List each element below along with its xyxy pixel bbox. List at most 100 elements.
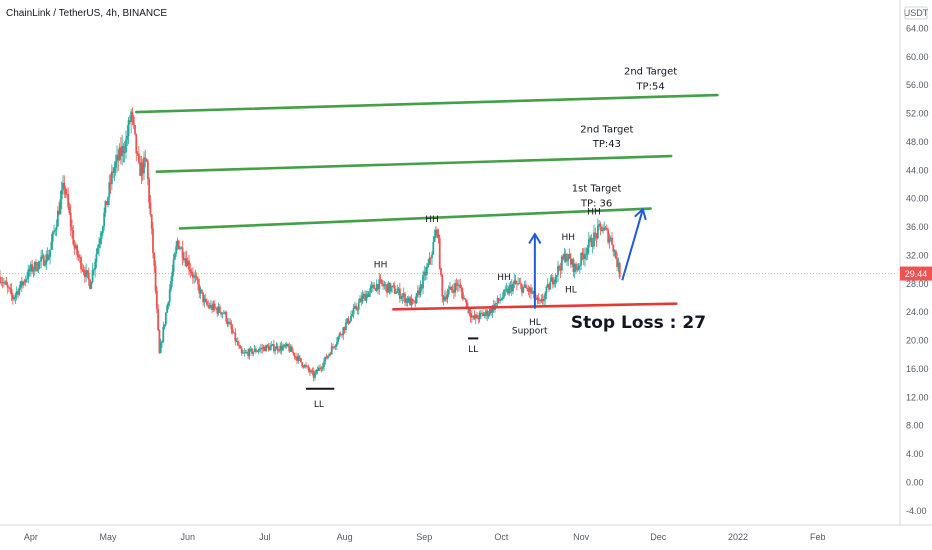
candle-body [40,256,43,262]
y-tick-label: 48.00 [906,137,929,147]
candle-body [391,285,394,287]
candle-body [470,315,473,318]
candle-body [589,237,592,239]
candle-body [454,283,457,293]
candle-body [244,352,247,354]
candle-body [465,299,468,309]
candle-body [31,264,34,272]
candle-body [229,322,232,325]
candle-body [564,253,567,262]
candle-body [315,369,318,373]
candle-body [512,283,514,292]
candle-body [616,258,619,267]
candle-body [256,351,259,353]
candle-body [101,226,104,234]
candle-body [441,275,444,297]
candle-body [289,346,292,352]
candle-body [252,351,255,354]
candle-body [99,238,102,244]
candle-body [563,253,566,260]
candle-body [22,281,25,286]
candle-body [524,284,527,289]
candle-body [434,229,437,237]
candle-body [155,290,158,309]
candle-body [109,182,112,185]
candle-body [239,346,242,349]
candle-body [567,254,570,261]
candle-body [212,303,215,311]
candle-body [326,355,329,359]
candle-body [240,348,243,354]
candle-body [108,182,111,198]
candle-body [116,154,118,162]
candle-body [359,298,361,303]
candle-body [287,343,289,347]
candle-body [278,350,280,352]
candle-body [198,284,201,294]
candle-body [82,269,85,273]
candle-body [4,281,7,283]
candle-body [584,253,586,259]
candle-body [611,237,613,245]
annotation-label: 2nd Target [624,66,677,77]
candle-body [220,312,223,315]
candle-body [423,271,426,276]
candle-body [199,289,202,294]
candle-body [613,250,616,252]
candle-body [186,260,189,266]
candle-body [168,289,171,302]
candle-body [314,372,316,378]
candle-body [45,254,48,265]
candle-body [11,295,14,300]
candle-body [114,161,117,168]
candle-body [379,279,382,280]
candle-body [271,344,274,346]
candle-body [50,241,53,250]
candle-body [258,349,261,351]
candle-body [609,237,612,240]
y-tick-label: 20.00 [906,336,929,346]
candle-body [90,282,93,289]
candle-body [458,284,460,286]
candle-body [528,287,531,292]
x-tick-label: Jul [259,532,271,542]
x-tick-label: Nov [573,532,590,542]
candle-body [500,299,503,300]
candle-body [443,296,446,301]
candle-body [316,369,319,372]
candle-body [231,329,234,333]
candle-body [548,284,550,290]
current-price-tag [900,266,932,281]
candle-body [602,230,604,232]
candle-body [477,318,480,320]
annotation-label: HH [562,233,576,243]
candle-body [290,346,293,353]
candle-body [582,255,585,259]
candle-body [42,255,45,266]
annotation-label: HH [497,273,511,283]
candle-body [514,280,517,284]
candle-body [353,305,356,309]
y-tick-label: 28.00 [906,279,929,289]
candle-body [103,212,106,227]
candle-body [545,286,548,294]
candle-body [254,348,257,352]
candle-body [348,320,351,324]
annotation-label: HH [374,260,388,270]
candle-body [607,229,610,243]
candle-body [171,271,174,282]
y-tick-label: 8.00 [906,421,924,431]
candle-body [503,290,505,298]
candle-body [510,284,513,292]
candle-body [158,330,161,354]
candle-body [468,306,471,314]
annotation-label: TP:54 [635,81,664,92]
candle-body [569,258,572,265]
candle-body [333,346,336,348]
candle-body [508,286,511,294]
candle-body [320,368,323,370]
candle-body [94,262,97,270]
candle-body [130,111,133,122]
y-tick-label: 44.00 [906,165,929,175]
annotation-label: Support [512,326,548,336]
